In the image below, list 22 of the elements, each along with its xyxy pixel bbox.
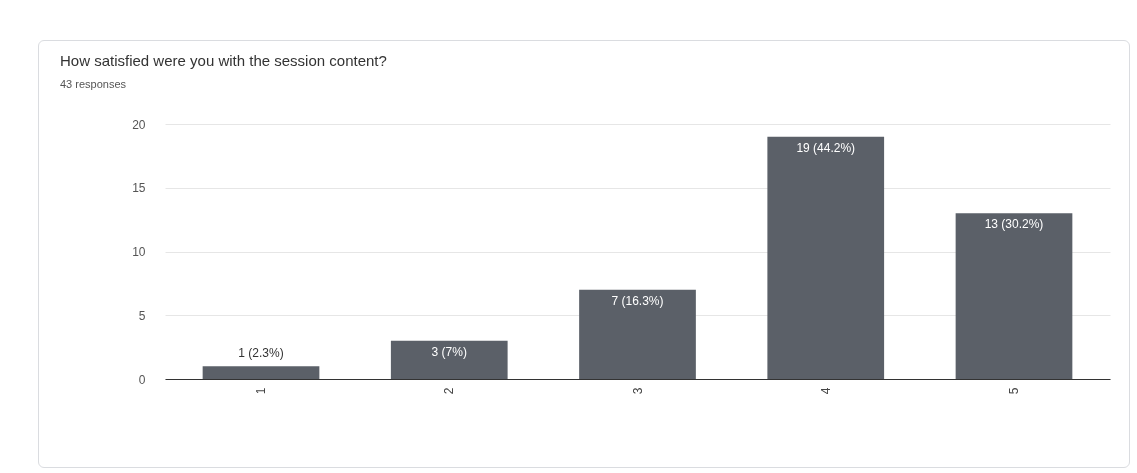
x-tick-label: 1 xyxy=(254,387,269,395)
bar xyxy=(955,213,1073,379)
y-tick-label: 0 xyxy=(138,372,146,387)
x-tick-label: 4 xyxy=(818,387,833,395)
bar xyxy=(767,136,885,379)
data-label: 1 (2.3%) xyxy=(238,346,284,361)
bar xyxy=(579,289,696,379)
y-tick-label: 20 xyxy=(132,117,146,132)
y-tick-label: 15 xyxy=(132,181,146,196)
x-tick-label: 3 xyxy=(630,387,645,395)
bar xyxy=(390,340,508,379)
bar xyxy=(202,366,320,379)
data-label: 7 (16.3%) xyxy=(611,293,664,308)
data-label: 19 (44.2%) xyxy=(796,140,856,155)
chart-subtitle: 43 responses xyxy=(60,78,127,90)
y-tick-label: 10 xyxy=(132,245,146,259)
x-tick-label: 2 xyxy=(442,387,457,395)
y-tick-label: 5 xyxy=(138,308,146,323)
chart-title: How satisfied were you with the session content? xyxy=(60,52,387,69)
data-label: 3 (7%) xyxy=(431,344,467,359)
data-label: 13 (30.2%) xyxy=(984,217,1044,232)
x-tick-label: 5 xyxy=(1006,387,1021,395)
